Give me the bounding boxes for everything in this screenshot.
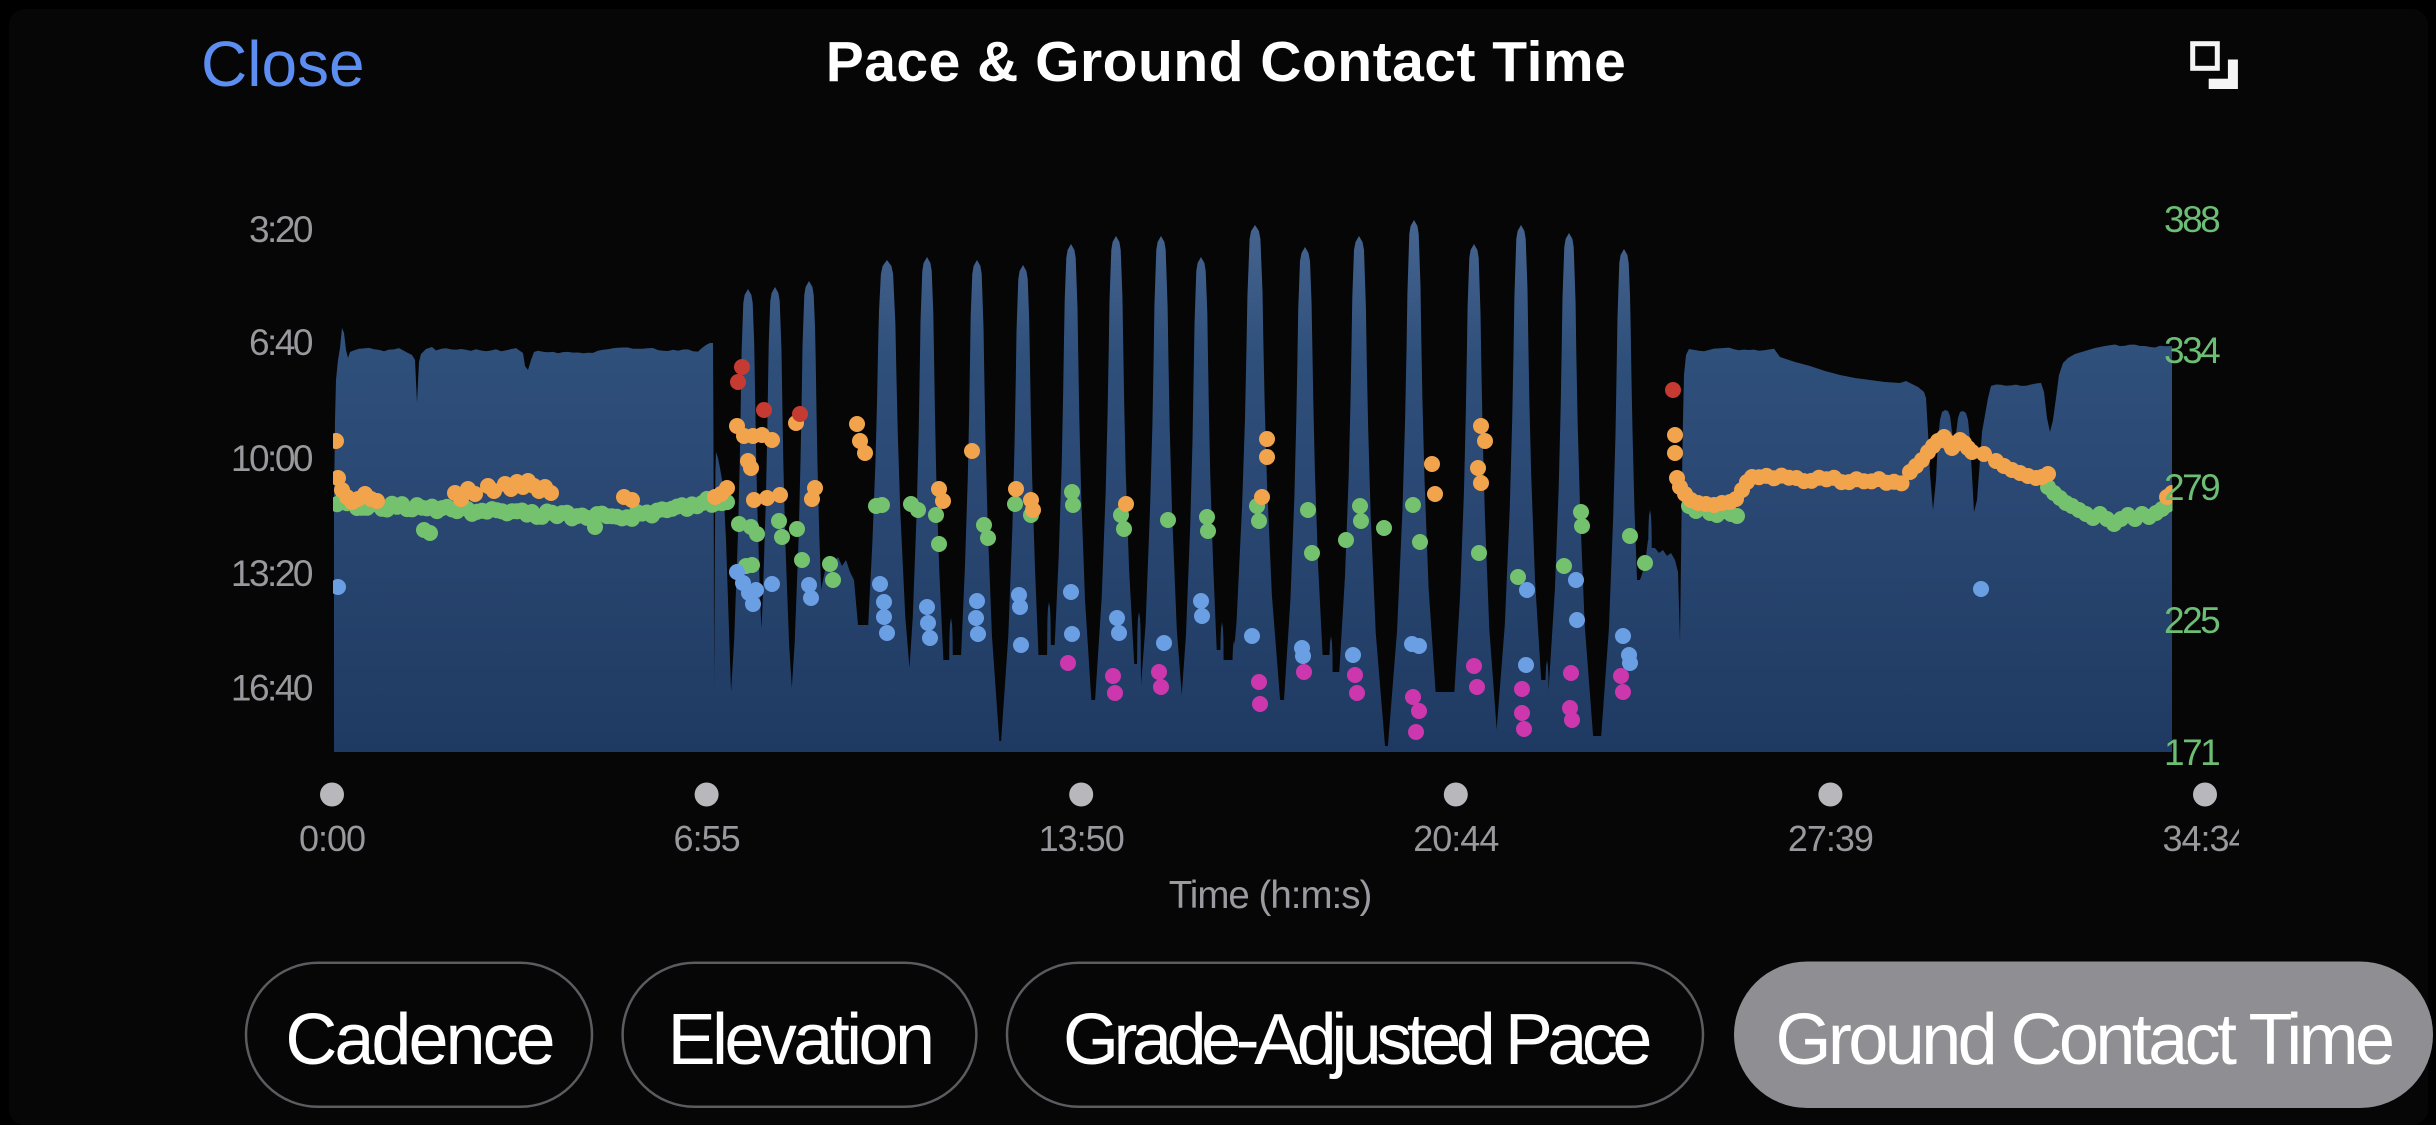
svg-text:Time (h:m:s): Time (h:m:s) <box>1169 874 1372 917</box>
svg-text:0:00: 0:00 <box>299 818 365 859</box>
svg-text:388: 388 <box>2164 199 2219 240</box>
svg-text:279: 279 <box>2164 467 2219 508</box>
svg-text:3:20: 3:20 <box>249 209 313 250</box>
svg-text:225: 225 <box>2164 600 2220 641</box>
svg-text:Elevation: Elevation <box>668 1000 932 1080</box>
svg-text:27:39: 27:39 <box>1788 818 1873 859</box>
svg-text:171: 171 <box>2164 732 2219 773</box>
svg-text:Ground Contact Time: Ground Contact Time <box>1776 1000 2392 1080</box>
svg-text:Pace & Ground Contact Time: Pace & Ground Contact Time <box>826 30 1627 94</box>
svg-text:6:40: 6:40 <box>249 322 313 363</box>
svg-text:6:55: 6:55 <box>674 818 740 859</box>
svg-text:34:34: 34:34 <box>2162 818 2247 859</box>
svg-text:Close: Close <box>201 28 365 100</box>
svg-text:16:40: 16:40 <box>231 668 313 709</box>
svg-text:Cadence: Cadence <box>285 1000 552 1080</box>
svg-text:10:00: 10:00 <box>231 438 313 479</box>
svg-text:20:44: 20:44 <box>1413 818 1498 859</box>
svg-text:Grade-Adjusted Pace: Grade-Adjusted Pace <box>1063 1000 1649 1080</box>
svg-text:13:50: 13:50 <box>1039 818 1124 859</box>
svg-text:13:20: 13:20 <box>231 553 313 594</box>
svg-text:334: 334 <box>2164 330 2220 371</box>
